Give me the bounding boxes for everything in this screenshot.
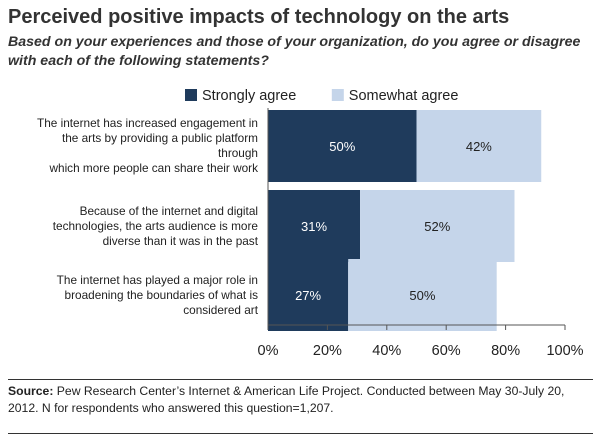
source-label: Source:: [8, 384, 54, 398]
bar-1-series-1: [268, 110, 417, 182]
category-label-1-line-4: which more people can share their work: [49, 161, 258, 175]
x-tick-label-6: 100%: [546, 343, 583, 359]
x-tick-label-1: 0%: [258, 343, 279, 359]
bar-3-series-2: [348, 259, 497, 331]
category-label-3-line-1: The internet has played a major role in: [56, 272, 258, 287]
category-label-1-line-3: through: [217, 146, 258, 160]
bar-2-series-1: [268, 190, 361, 262]
bar-2-series-2: [360, 190, 515, 262]
category-label-1: The internet has increased engagement in…: [8, 116, 258, 176]
bar-label-3-series-1: 27%: [295, 288, 321, 303]
bar-label-2-series-2: 52%: [424, 219, 450, 234]
category-label-2: Because of the internet and digital techn…: [8, 204, 258, 249]
chart-subtitle: Based on your experiences and those of y…: [8, 34, 581, 69]
category-label-3-line-3: considered art: [183, 302, 258, 317]
x-tick-label-4: 60%: [432, 343, 461, 359]
x-tick-label-3: 40%: [372, 343, 401, 359]
category-label-1-line-1: The internet has increased engagement in: [36, 116, 258, 130]
bar-label-2-series-1: 31%: [301, 219, 327, 234]
legend-swatch-2: [331, 89, 344, 101]
page-title: Perceived positive impacts of technology…: [8, 6, 510, 28]
bar-label-3-series-2: 50%: [409, 288, 435, 303]
source-text: Pew Research Center’s Internet & America…: [8, 384, 565, 415]
category-label-2-line-2: technologies, the arts audience is more: [52, 218, 258, 233]
x-tick-label-2: 20%: [313, 343, 342, 359]
category-label-3-line-2: broadening the boundaries of what is: [64, 287, 258, 302]
category-label-3: The internet has played a major role in b…: [8, 273, 258, 318]
source-note: Source: Pew Research Center’s Internet &…: [8, 383, 593, 417]
bar-label-1-series-2: 42%: [466, 139, 492, 154]
category-label-1-line-2: the arts by providing a public platform: [61, 131, 258, 145]
legend-swatch-1: [185, 89, 197, 101]
source-rule-top: [8, 379, 593, 380]
bar-1-series-2: [416, 110, 542, 182]
chart-plot: Strongly agree Somewhat agree 50% 42% 31% 52%…: [185, 88, 584, 359]
legend-label-1: Strongly agree: [202, 88, 296, 104]
category-label-2-line-3: diverse than it was in the past: [102, 233, 258, 248]
x-tick-label-5: 80%: [491, 343, 520, 359]
legend-label-2: Somewhat agree: [349, 88, 459, 104]
bar-label-1-series-1: 50%: [329, 139, 355, 154]
source-rule-bottom: [8, 433, 593, 434]
bar-3-series-1: [268, 259, 349, 331]
category-label-2-line-1: Because of the internet and digital: [79, 203, 258, 218]
